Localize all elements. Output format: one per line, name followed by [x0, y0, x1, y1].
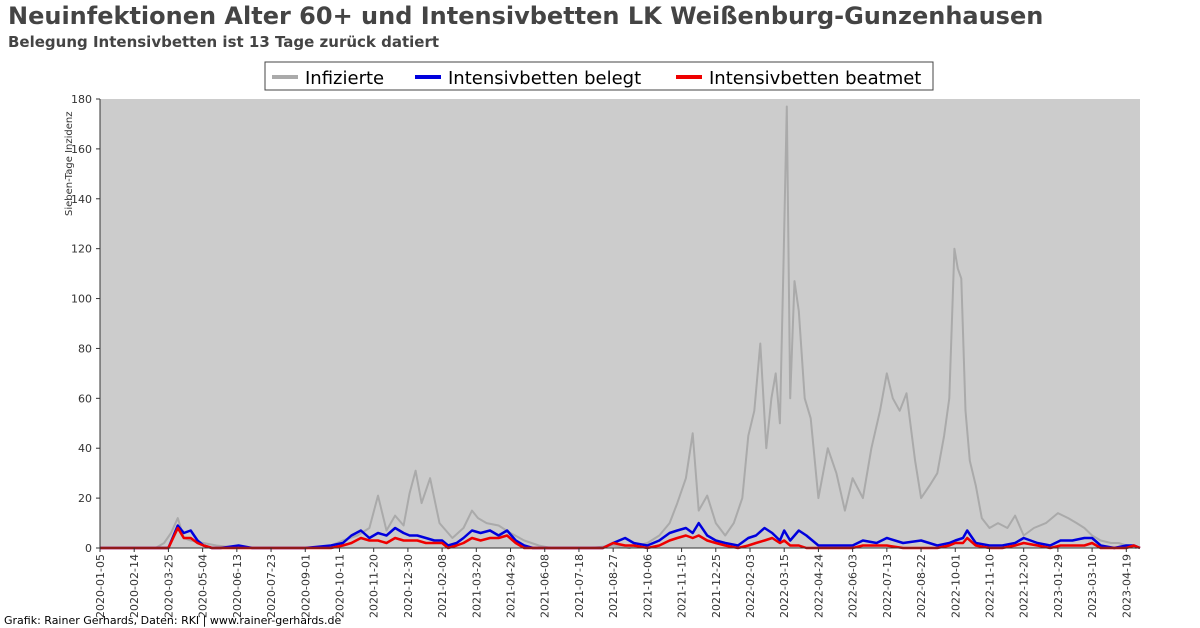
x-tick-label: 2020-11-20	[368, 554, 381, 618]
x-tick-label: 2021-08-27	[607, 554, 620, 618]
x-tick-label: 2020-09-01	[299, 554, 312, 618]
x-tick-label: 2021-07-18	[573, 554, 586, 618]
chart-title: Neuinfektionen Alter 60+ und Intensivbet…	[8, 2, 1044, 30]
legend-box	[264, 61, 934, 91]
x-tick-label: 2023-03-10	[1086, 554, 1099, 618]
series-line-2	[100, 526, 1141, 550]
plot-area	[100, 99, 1140, 548]
y-tick-label: 100	[71, 293, 92, 306]
legend-label-1: Intensivbetten belegt	[448, 68, 641, 89]
x-tick-label: 2020-01-05	[94, 554, 107, 618]
credit-text: Grafik: Rainer Gerhards, Daten: RKI | ww…	[4, 614, 342, 627]
y-tick-label: 80	[78, 342, 92, 355]
x-tick-label: 2022-10-01	[949, 554, 962, 618]
x-tick-label: 2022-04-24	[812, 554, 825, 618]
series-layer	[100, 105, 1141, 550]
x-tick-label: 2023-04-19	[1120, 554, 1133, 618]
y-tick-label: 160	[71, 143, 92, 156]
x-tick-label: 2020-05-04	[197, 554, 210, 618]
y-tick-label: 0	[85, 542, 92, 555]
x-tick-label: 2022-08-22	[915, 554, 928, 618]
x-tick-label: 2021-11-15	[676, 554, 689, 618]
x-tick-label: 2020-06-13	[231, 554, 244, 618]
x-tick-label: 2021-06-08	[539, 554, 552, 618]
y-axis-label: Sieben-Tage Inzidenz	[64, 112, 75, 216]
legend-label-2: Intensivbetten beatmet	[709, 68, 921, 89]
series-line-1	[100, 521, 1141, 550]
x-tick-label: 2021-04-29	[505, 554, 518, 618]
x-tick-label: 2021-03-20	[470, 554, 483, 618]
y-tick-label: 60	[78, 392, 92, 405]
x-tick-label: 2020-02-14	[128, 554, 141, 618]
axis-layer: 0 20 40 60 80 100 120 140 160 180 2020-01-05 2020-0…	[71, 93, 1140, 618]
x-tick-label: 2022-12-20	[1018, 554, 1031, 618]
x-tick-label: 2022-03-15	[778, 554, 791, 618]
x-tick-label: 2022-06-03	[847, 554, 860, 618]
x-tick-label: 2021-02-08	[436, 554, 449, 618]
series-line-0	[100, 105, 1137, 549]
x-tick-label: 2023-01-29	[1052, 554, 1065, 618]
x-tick-label: 2020-03-25	[162, 554, 175, 618]
y-tick-label: 20	[78, 492, 92, 505]
legend: Infizierte Intensivbetten belegt Intensivb…	[264, 61, 934, 91]
x-tick-label: 2021-10-06	[641, 554, 654, 618]
y-tick-label: 140	[71, 193, 92, 206]
legend-label-0: Infizierte	[305, 68, 384, 89]
y-tick-label: 120	[71, 243, 92, 256]
y-tick-label: 180	[71, 93, 92, 106]
x-tick-label: 2020-10-11	[333, 554, 346, 618]
x-tick-label: 2022-07-13	[881, 554, 894, 618]
x-tick-label: 2020-07-23	[265, 554, 278, 618]
chart-subtitle: Belegung Intensivbetten ist 13 Tage zurü…	[8, 33, 440, 51]
x-tick-label: 2022-11-10	[983, 554, 996, 618]
y-tick-label: 40	[78, 442, 92, 455]
x-tick-label: 2020-12-30	[402, 554, 415, 618]
x-tick-label: 2022-02-03	[744, 554, 757, 618]
x-tick-label: 2021-12-25	[710, 554, 723, 618]
